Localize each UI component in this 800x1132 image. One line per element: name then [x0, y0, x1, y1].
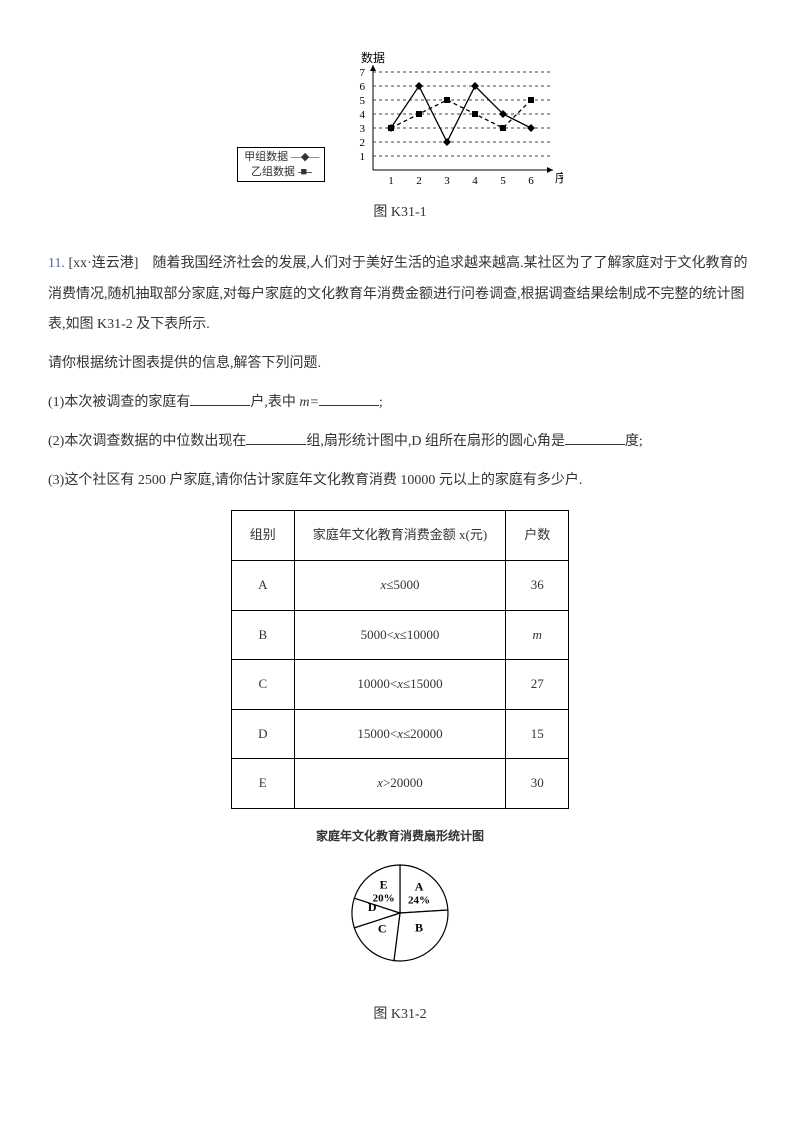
- question-body: 随着我国经济社会的发展,人们对于美好生活的追求越来越高.某社区为了了解家庭对于文…: [48, 256, 747, 333]
- blank-households[interactable]: [190, 391, 250, 406]
- svg-text:4: 4: [359, 109, 365, 121]
- legend-series-b: 乙组数据: [251, 166, 295, 178]
- blank-angle[interactable]: [565, 430, 625, 445]
- svg-text:2: 2: [359, 137, 365, 149]
- svg-text:6: 6: [528, 175, 534, 187]
- question-number: 11.: [48, 256, 65, 271]
- question-part3: (3)这个社区有 2500 户家庭,请你估计家庭年文化教育消费 10000 元以…: [48, 466, 752, 497]
- col-group: 组别: [231, 511, 294, 561]
- svg-text:24%: 24%: [408, 895, 430, 907]
- y-axis-label: 数据: [361, 50, 385, 65]
- question-part1: (1)本次被调查的家庭有户,表中 m=;: [48, 388, 752, 419]
- line-chart-svg: 数据 1 2 3 4 5 6 7 1 2 3 4 5 6 序号: [333, 50, 563, 190]
- table-row: C10000<x≤1500027: [231, 660, 568, 710]
- col-amount: 家庭年文化教育消费金额 x(元): [294, 511, 505, 561]
- table-row: Ax≤500036: [231, 560, 568, 610]
- svg-text:E: E: [380, 878, 388, 892]
- line-chart-caption: 图 K31-1: [48, 198, 752, 229]
- svg-text:5: 5: [359, 95, 365, 107]
- svg-text:6: 6: [359, 81, 365, 93]
- data-table: 组别 家庭年文化教育消费金额 x(元) 户数 Ax≤500036B5000<x≤…: [231, 510, 569, 809]
- svg-text:C: C: [378, 922, 387, 936]
- question-source: [xx·连云港]: [68, 256, 138, 271]
- x-axis-label: 序号: [555, 170, 563, 185]
- svg-text:1: 1: [359, 151, 365, 163]
- question-part2: (2)本次调查数据的中位数出现在组,扇形统计图中,D 组所在扇形的圆心角是度;: [48, 427, 752, 458]
- svg-text:4: 4: [472, 175, 478, 187]
- table-row: B5000<x≤10000m: [231, 610, 568, 660]
- pie-caption: 图 K31-2: [48, 1000, 752, 1031]
- svg-text:1: 1: [388, 175, 394, 187]
- pie-title: 家庭年文化教育消费扇形统计图: [48, 823, 752, 849]
- svg-text:5: 5: [500, 175, 506, 187]
- blank-median-group[interactable]: [246, 430, 306, 445]
- svg-text:3: 3: [359, 123, 365, 135]
- col-count: 户数: [506, 511, 569, 561]
- pie-chart-figure: 家庭年文化教育消费扇形统计图 A24%BCDE20% 图 K31-2: [48, 823, 752, 1031]
- line-chart-figure: 甲组数据 —◆— 乙组数据 -■-- 数据 1 2 3 4 5 6 7 1 2 3 4 5 6 序号 图…: [48, 50, 752, 229]
- legend-series-a: 甲组数据: [244, 151, 288, 163]
- table-row: Ex>2000030: [231, 759, 568, 809]
- legend-box: 甲组数据 —◆— 乙组数据 -■--: [237, 147, 325, 182]
- question-prompt: 请你根据统计图表提供的信息,解答下列问题.: [48, 349, 752, 380]
- svg-text:20%: 20%: [373, 893, 395, 905]
- svg-text:7: 7: [359, 67, 365, 79]
- blank-m[interactable]: [319, 391, 379, 406]
- pie-chart-svg: A24%BCDE20%: [330, 853, 470, 973]
- svg-text:2: 2: [416, 175, 422, 187]
- question-stem: 11. [xx·连云港] 随着我国经济社会的发展,人们对于美好生活的追求越来越高…: [48, 249, 752, 341]
- svg-text:A: A: [415, 880, 424, 894]
- svg-text:B: B: [415, 921, 423, 935]
- svg-text:3: 3: [444, 175, 450, 187]
- table-row: D15000<x≤2000015: [231, 709, 568, 759]
